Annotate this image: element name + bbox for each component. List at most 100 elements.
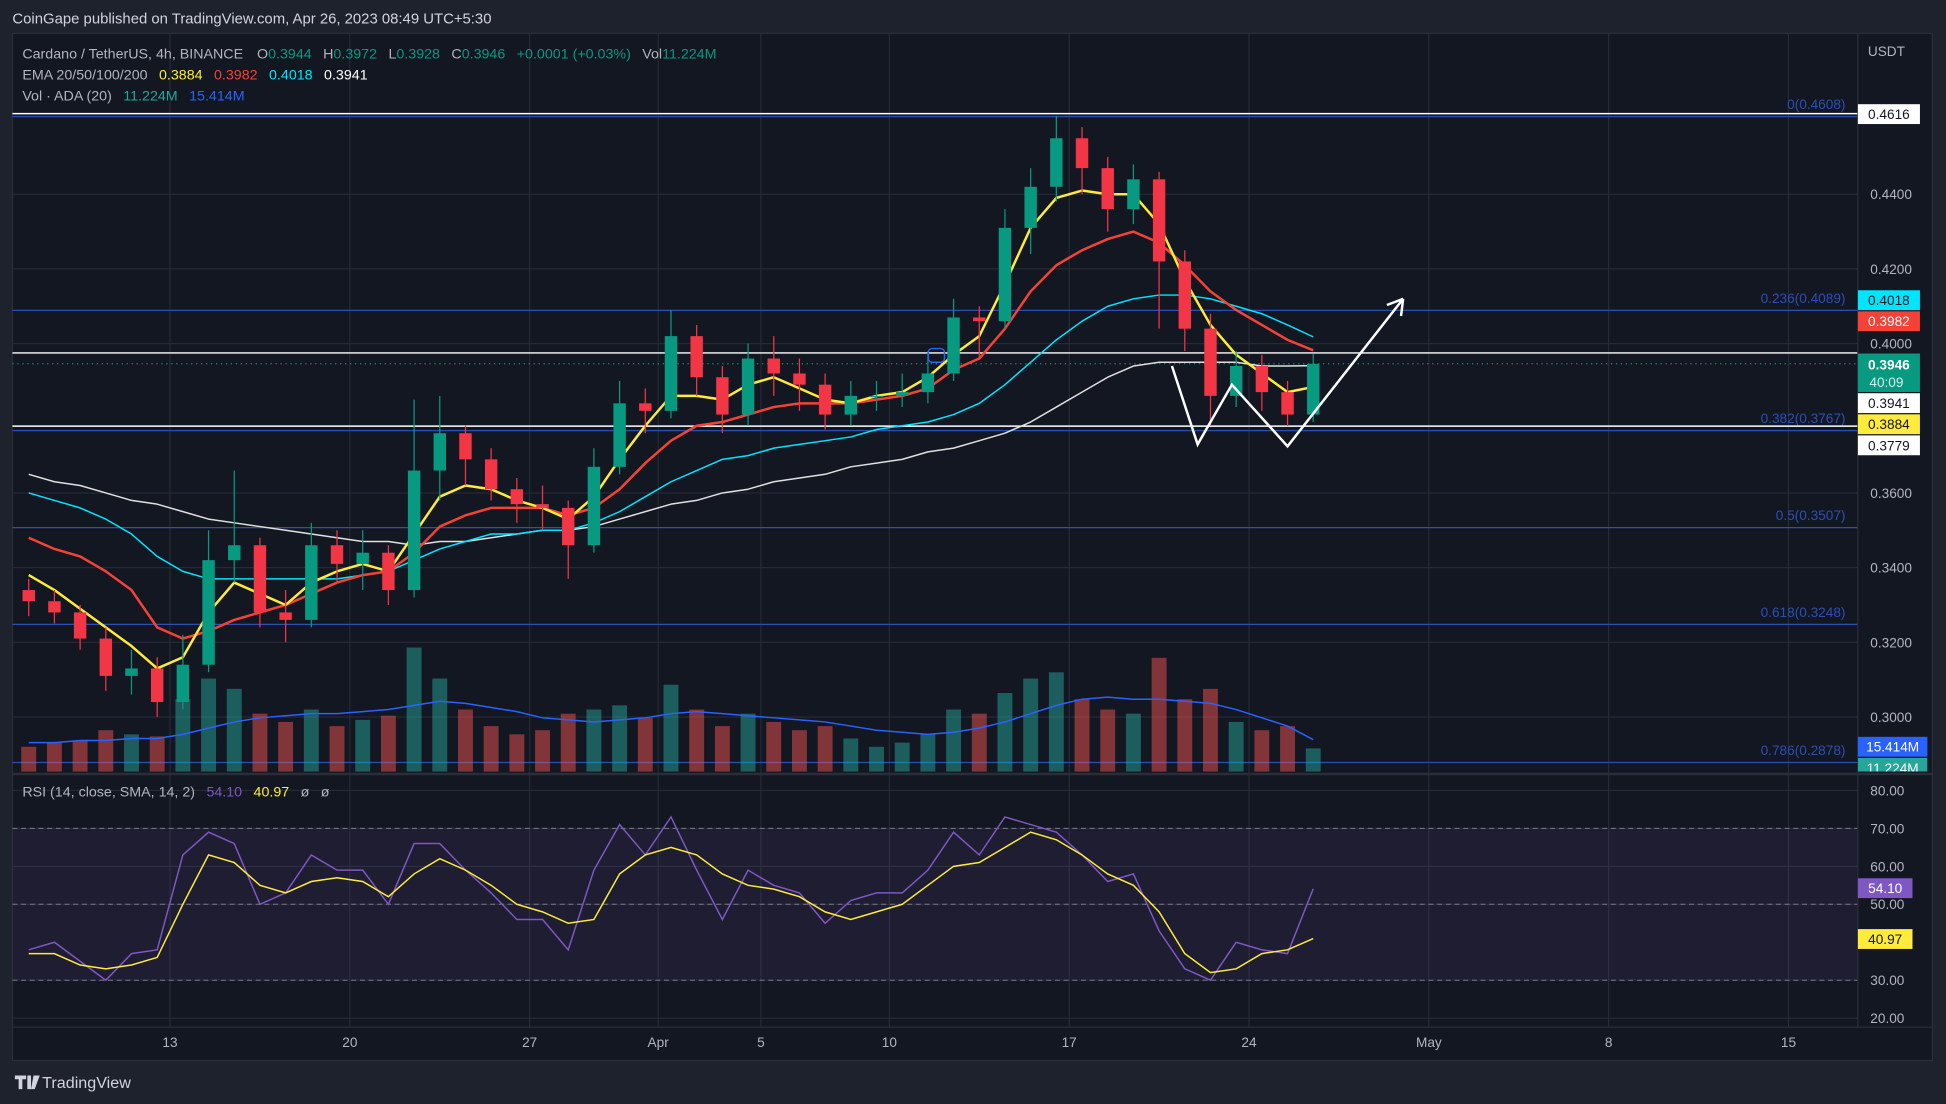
rsi-tick-label: 70.00	[1870, 821, 1905, 836]
volume-bar	[252, 713, 268, 772]
badge-ema50: 0.3982	[1868, 314, 1910, 329]
candle-body	[690, 336, 703, 378]
volume-bar	[1125, 713, 1141, 772]
candle-body	[895, 392, 909, 396]
volume-bar	[920, 734, 936, 772]
candle-body	[433, 433, 446, 471]
volume-ma-line	[28, 696, 1314, 744]
candle-body	[1101, 168, 1114, 210]
volume-bar	[226, 688, 242, 772]
price-tick-label: 0.3200	[1870, 635, 1912, 650]
volume-bar	[278, 721, 294, 772]
rsi-tick-label: 80.00	[1870, 783, 1905, 798]
badge-vol-ma: 15.414M	[1866, 740, 1919, 755]
badge-ema20: 0.3884	[1868, 417, 1910, 432]
volume-bar	[997, 692, 1013, 772]
candle-body	[613, 403, 626, 467]
legend-volume[interactable]: Vol · ADA (20) 11.224M 15.414M	[22, 88, 244, 104]
arrow-head-icon	[1386, 297, 1404, 307]
candle-body	[998, 227, 1012, 322]
tradingview-logo[interactable]: TradingView	[14, 1074, 131, 1092]
volume-bar	[509, 734, 525, 772]
volume-bar	[1280, 726, 1295, 772]
legend-ema[interactable]: EMA 20/50/100/200 0.3884 0.3982 0.4018 0…	[22, 67, 367, 83]
candle-body	[716, 377, 729, 415]
volume-bar	[791, 730, 807, 772]
candle-body	[202, 560, 215, 665]
candle-body	[921, 373, 935, 393]
ema200-line	[28, 361, 1314, 546]
volume-bar	[689, 709, 705, 772]
time-tick-label: May	[1416, 1035, 1442, 1050]
rsi-tick-label: 20.00	[1870, 1011, 1905, 1026]
fib-level-label: 0.618(0.3248)	[1761, 605, 1846, 620]
candle-body	[947, 317, 960, 374]
rsi-tick-label: 30.00	[1870, 973, 1905, 988]
volume-bar	[149, 736, 165, 772]
candle-body	[1204, 328, 1217, 396]
fib-level-label: 0(0.4608)	[1787, 97, 1845, 112]
currency-label: USDT	[1868, 44, 1906, 59]
time-tick-label: 8	[1605, 1035, 1613, 1050]
badge-low-line: 0.3779	[1868, 438, 1910, 453]
candle-body	[305, 545, 318, 620]
candle-body	[125, 668, 138, 676]
badge-rsi: 54.10	[1868, 881, 1903, 896]
badge-countdown: 40:09	[1869, 375, 1903, 390]
volume-bar	[1203, 688, 1218, 772]
candle-body	[99, 638, 113, 676]
badge-ema200: 0.3941	[1868, 396, 1910, 411]
fib-level-label: 0.5(0.3507)	[1776, 508, 1846, 523]
rsi-axis[interactable]: 80.00 70.00 60.00 50.00 30.00 20.00	[1870, 783, 1905, 1026]
candle-body	[844, 395, 858, 415]
volume-bar	[1048, 672, 1064, 772]
candle-body	[484, 459, 498, 490]
horizontal-lines[interactable]	[12, 112, 1858, 427]
price-axis[interactable]: 0.4400 0.4200 0.4000 0.3600 0.3400 0.3200 0.30…	[1870, 187, 1912, 725]
candle-body	[1281, 392, 1294, 415]
volume-bar	[740, 713, 756, 772]
volume-bar	[843, 738, 859, 772]
time-tick-label: 24	[1241, 1035, 1257, 1050]
volume-bar	[483, 726, 499, 772]
time-axis[interactable]: 13 20 27 Apr 5 10 17 24 May 8 15	[162, 1035, 1796, 1050]
candle-body	[1050, 138, 1063, 187]
badge-rsi-sma: 40.97	[1868, 932, 1902, 947]
volume-bar	[637, 717, 653, 772]
candle-body	[150, 668, 164, 703]
symbol-title[interactable]: Cardano / TetherUS, 4h, BINANCE	[22, 46, 243, 62]
time-tick-label: 20	[342, 1035, 358, 1050]
volume-bar	[1151, 657, 1167, 772]
time-tick-label: Apr	[648, 1035, 670, 1050]
price-tick-label: 0.3000	[1870, 710, 1912, 725]
volume-bar	[124, 734, 139, 772]
time-tick-label: 27	[522, 1035, 537, 1050]
candle-body	[1024, 186, 1037, 228]
rsi-tick-label: 60.00	[1870, 859, 1905, 874]
tradingview-logo-icon	[14, 1075, 40, 1090]
rsi-line	[28, 815, 1314, 982]
rsi-sma-line	[28, 831, 1314, 974]
candle-body	[741, 358, 755, 415]
volume-bar	[1228, 721, 1244, 772]
volume-bar	[766, 721, 782, 772]
volume-bar	[869, 746, 884, 772]
selection-marker[interactable]	[927, 347, 946, 363]
ema50-line	[28, 230, 1314, 640]
fib-retracement[interactable]: 0(0.4608) 0.236(0.4089) 0.382(0.3767) 0.5(0…	[12, 97, 1858, 764]
volume-bar	[355, 719, 371, 772]
price-tick-label: 0.4400	[1870, 187, 1912, 202]
candle-body	[1229, 366, 1243, 396]
w-pattern-drawing[interactable]	[1170, 297, 1405, 449]
legend-rsi[interactable]: RSI (14, close, SMA, 14, 2) 54.10 40.97 …	[22, 784, 329, 800]
volume-bar	[175, 699, 191, 772]
fib-level-label: 0.236(0.4089)	[1761, 291, 1846, 306]
volume-bar	[1254, 730, 1270, 772]
volume-bar	[432, 678, 448, 772]
time-tick-label: 10	[882, 1035, 898, 1050]
ema100-line	[28, 294, 1314, 580]
candle-body	[356, 552, 369, 564]
volume-bar	[380, 715, 396, 772]
volume-bar	[201, 678, 217, 772]
volume-bar	[303, 709, 319, 772]
